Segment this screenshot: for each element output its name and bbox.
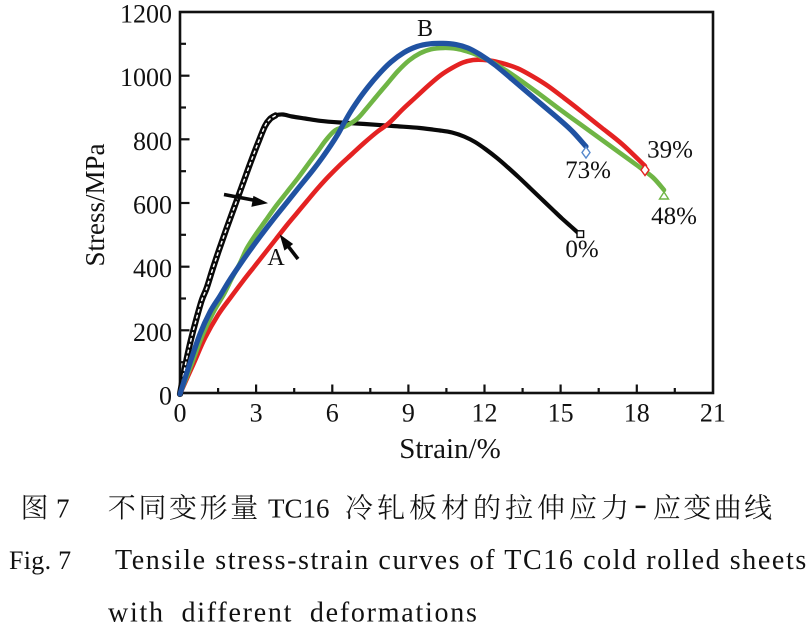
svg-text:6: 6 — [326, 399, 339, 428]
svg-text:1200: 1200 — [120, 0, 172, 29]
svg-text:600: 600 — [133, 191, 172, 220]
svg-text:9: 9 — [402, 399, 415, 428]
svg-text:1000: 1000 — [120, 63, 172, 92]
svg-text:39%: 39% — [647, 137, 693, 164]
svg-text:400: 400 — [133, 254, 172, 283]
svg-text:A: A — [267, 245, 285, 271]
svg-text:18: 18 — [624, 399, 650, 428]
svg-text:B: B — [417, 16, 433, 42]
svg-text:3: 3 — [250, 399, 263, 428]
svg-text:800: 800 — [133, 127, 172, 156]
svg-text:Tensile stress-strain curves o: Tensile stress-strain curves of TC16 col… — [115, 545, 808, 576]
svg-text:0%: 0% — [565, 236, 598, 263]
svg-text:7: 7 — [56, 494, 70, 524]
svg-text:0: 0 — [174, 399, 187, 428]
svg-text:Fig. 7: Fig. 7 — [9, 546, 71, 575]
svg-text:48%: 48% — [651, 203, 697, 230]
svg-text:0: 0 — [159, 382, 172, 411]
svg-text:TC16: TC16 — [268, 494, 330, 524]
svg-text:12: 12 — [472, 399, 498, 428]
svg-text:15: 15 — [548, 399, 574, 428]
svg-text:21: 21 — [700, 399, 726, 428]
svg-text:with different deformations: with different deformations — [108, 598, 479, 629]
svg-text:Stress/MPa: Stress/MPa — [80, 143, 110, 266]
svg-text:Strain/%: Strain/% — [399, 433, 501, 465]
svg-text:73%: 73% — [565, 157, 611, 184]
svg-text:200: 200 — [133, 318, 172, 347]
